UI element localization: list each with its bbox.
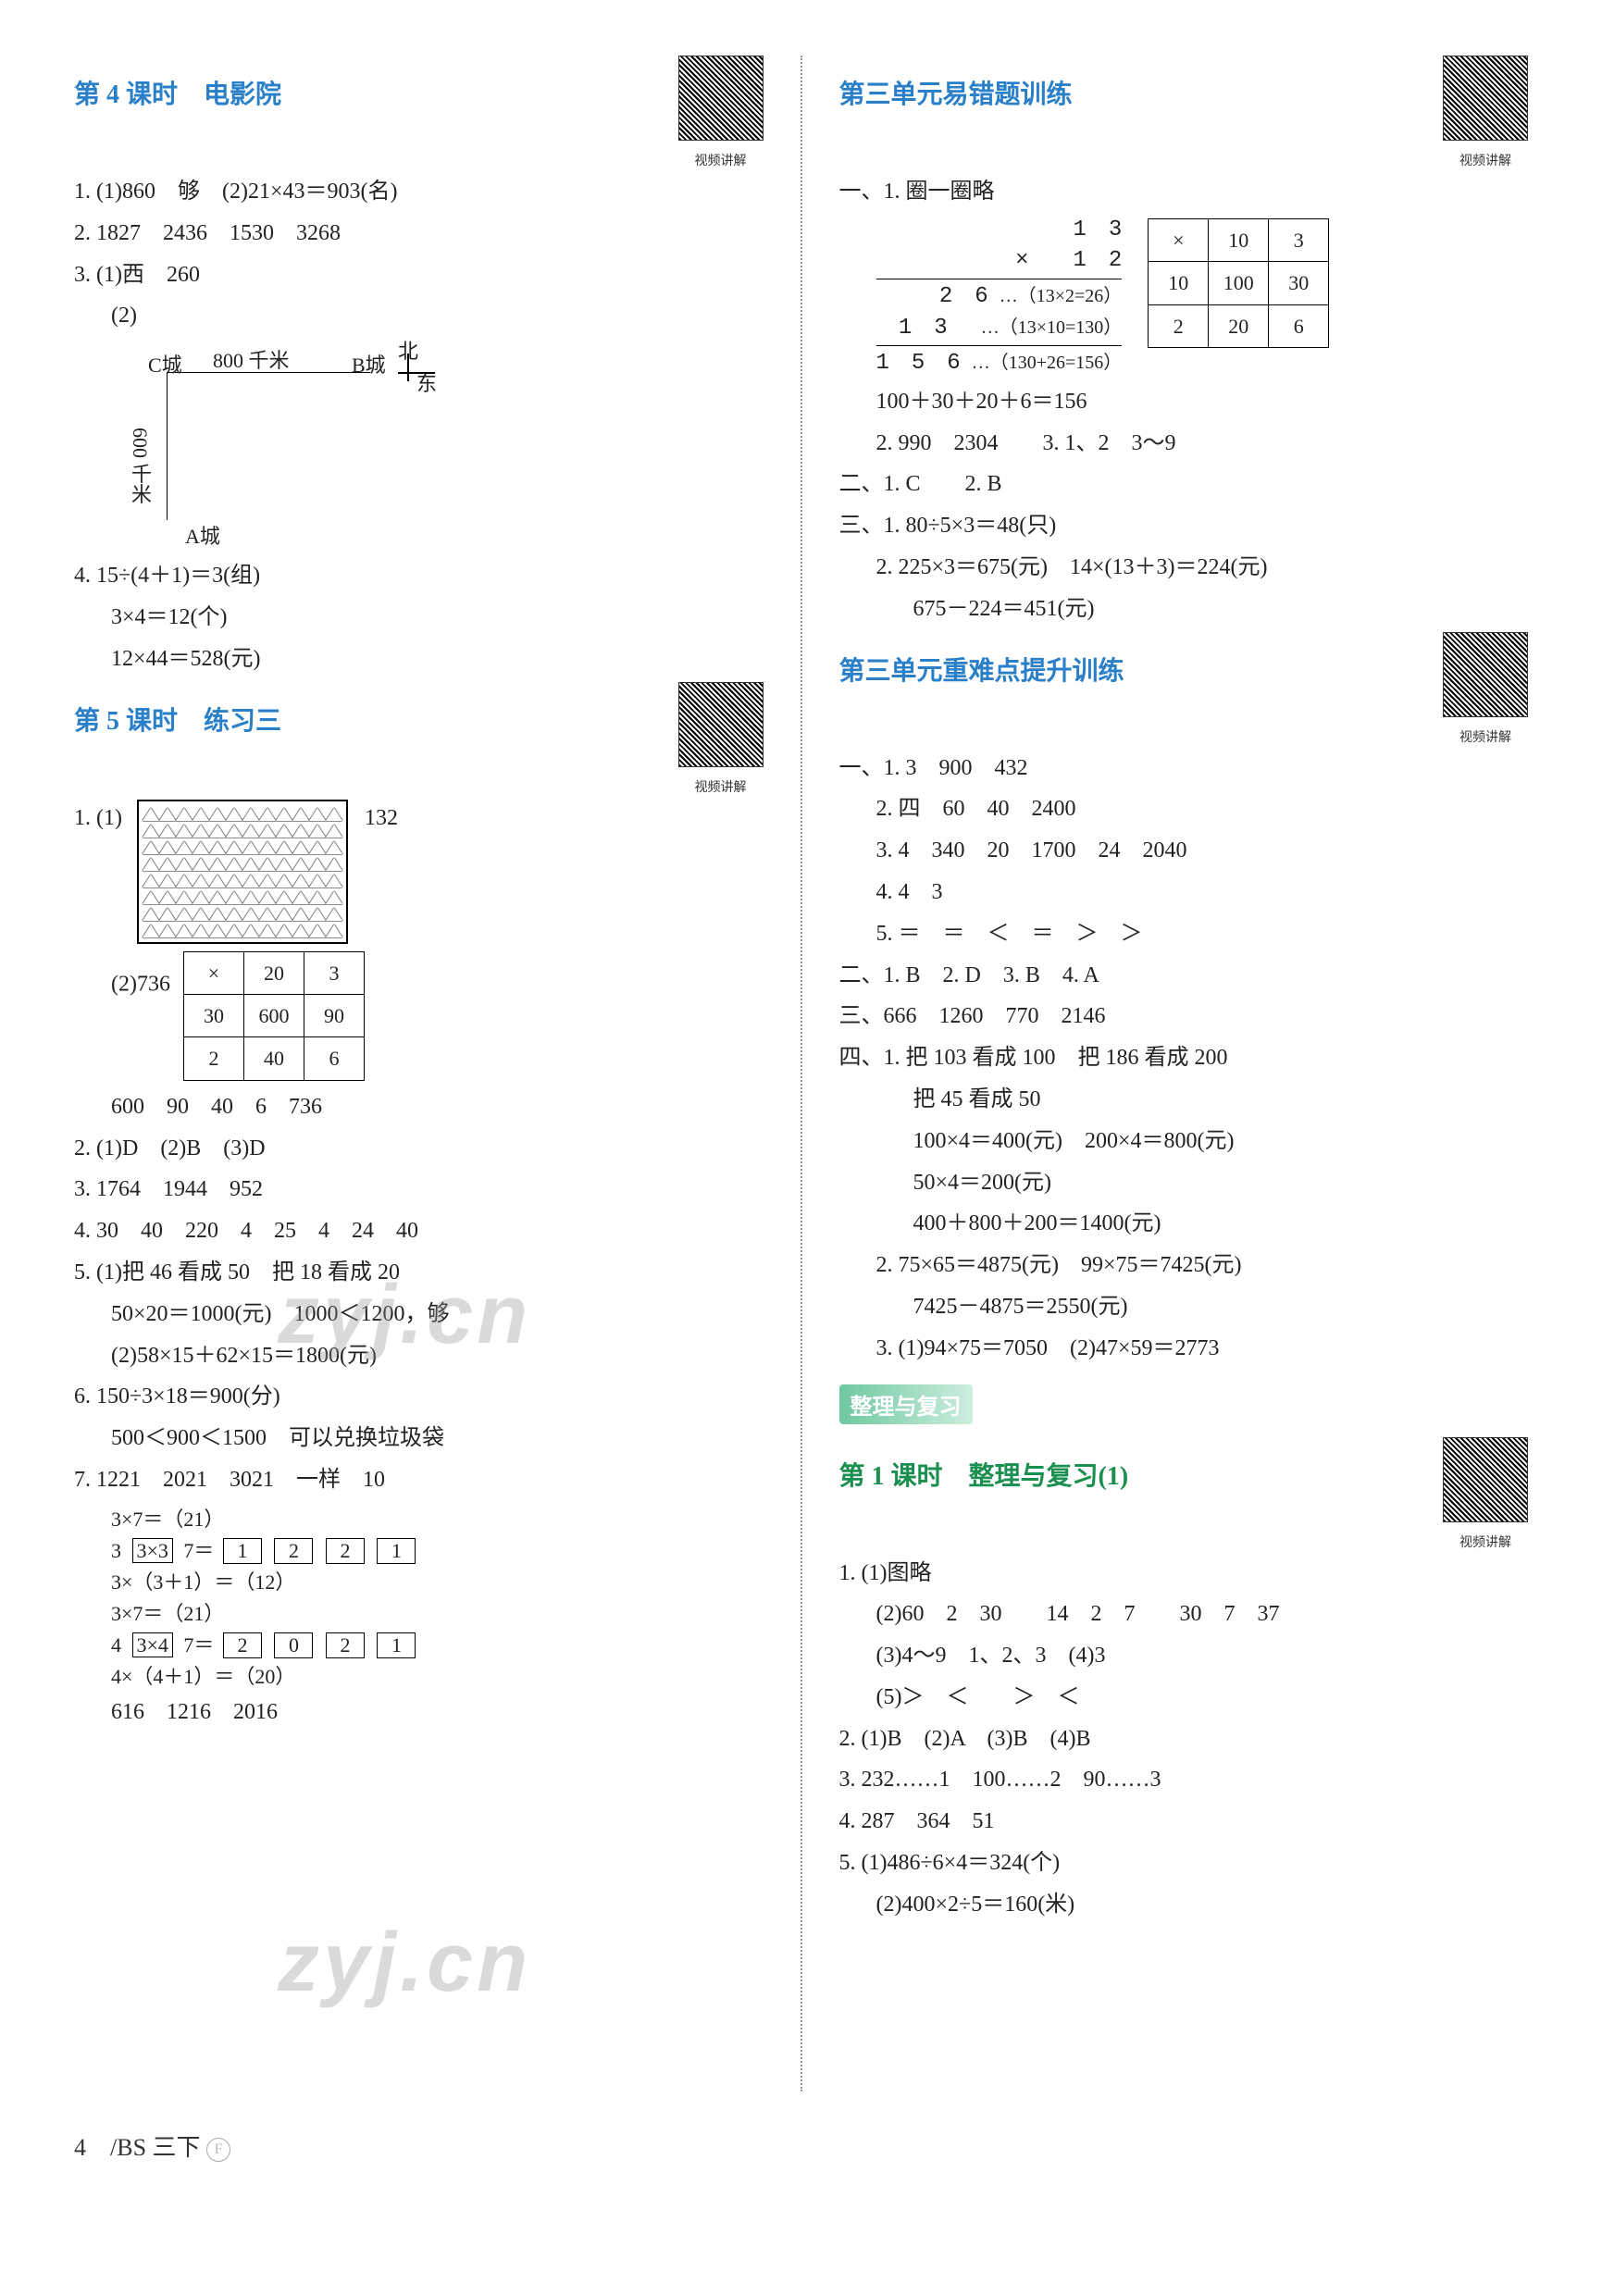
answer-line: 1. (1)860 够 (2)21×43＝903(名)	[74, 173, 764, 211]
section-title-lesson5: 第 5 课时 练习三	[74, 701, 281, 738]
vertical-calc: 1 3 × 1 2 2 6…（13×2=26） 1 3 …（13×10=130）…	[876, 215, 1123, 379]
answer-line: 一、1. 圈一圈略	[839, 173, 1529, 211]
answer-line: 100＋30＋20＋6＝156	[839, 383, 1529, 421]
answer-line: 4. 287 364 51	[839, 1803, 1529, 1841]
answer-line: 600 90 40 6 736	[74, 1088, 764, 1126]
qr-code-icon[interactable]	[1443, 632, 1528, 717]
triangle-array	[137, 800, 348, 944]
answer-line: 50×4＝200(元)	[839, 1164, 1529, 1202]
map-dist-v: 600 千米	[125, 428, 155, 504]
answer-line: 1. (1) 132	[74, 800, 764, 944]
answer-line: 一、1. 3 900 432	[839, 750, 1529, 788]
qr-code-icon[interactable]	[1443, 56, 1528, 141]
left-column: 第 4 课时 电影院 视频讲解 1. (1)860 够 (2)21×43＝903…	[74, 56, 764, 2091]
answer-line: 50×20＝1000(元) 1000＜1200，够	[74, 1296, 764, 1334]
tree-eq: 4 3×4 7＝ 2 0 2 1	[111, 1629, 764, 1658]
answer-line: 500＜900＜1500 可以兑换垃圾袋	[74, 1420, 764, 1458]
answer-line: (2)	[74, 297, 764, 335]
answer-line: 5. (1)把 46 看成 50 把 18 看成 20	[74, 1254, 764, 1292]
answer-line: 把 45 看成 50	[839, 1081, 1529, 1119]
answer-line: 四、1. 把 103 看成 100 把 186 看成 200	[839, 1039, 1529, 1077]
tree-diagram-1: 3×7＝（21） 3 3×3 7＝ 1 2 2 1 3×（3＋1）＝（12） 3…	[111, 1503, 764, 1690]
answer-line: 3. 4 340 20 1700 24 2040	[839, 832, 1529, 870]
answer-line: (3)4～9 1、2、3 (4)3	[839, 1637, 1529, 1675]
answer-line: 2. (1)D (2)B (3)D	[74, 1130, 764, 1168]
answer-line: 二、1. B 2. D 3. B 4. A	[839, 957, 1529, 995]
answer-line: 4. 30 40 220 4 25 4 24 40	[74, 1212, 764, 1250]
answer-line: 3×4＝12(个)	[74, 599, 764, 637]
label: (2)736	[111, 972, 170, 996]
answer-line: 3. 232……1 100……2 90……3	[839, 1761, 1529, 1799]
answer-line: 5. ＝ ＝ ＜ ＝ ＞ ＞	[839, 915, 1529, 953]
answer-line: 二、1. C 2. B	[839, 465, 1529, 503]
answer-line: 三、666 1260 770 2146	[839, 998, 1529, 1036]
compass-east: 东	[416, 367, 437, 397]
multiply-table: ×103 1010030 2206	[1148, 218, 1329, 348]
qr-label: 视频讲解	[678, 151, 764, 169]
column-divider	[801, 56, 802, 2091]
map-city-a: A城	[185, 520, 220, 550]
answer-line: 100×4＝400(元) 200×4＝800(元)	[839, 1123, 1529, 1160]
answer-line: 2. 990 2304 3. 1、2 3～9	[839, 425, 1529, 463]
label: 1. (1)	[74, 806, 122, 830]
answer-line: 4. 15÷(4＋1)＝3(组)	[74, 557, 764, 595]
answer-line: 2. 225×3＝675(元) 14×(13＋3)＝224(元)	[839, 549, 1529, 587]
qr-label: 视频讲解	[1443, 151, 1528, 169]
section-title-review1: 第 1 课时 整理与复习(1)	[839, 1456, 1129, 1493]
answer-line: (5)＞ ＜ ＞ ＜	[839, 1679, 1529, 1717]
answer-line: 400＋800＋200＝1400(元)	[839, 1205, 1529, 1243]
qr-code-icon[interactable]	[678, 56, 764, 141]
tree-eq: 3×7＝（21）	[111, 1503, 764, 1533]
tree-eq: 3×（3＋1）＝（12）	[111, 1566, 764, 1595]
answer-line: 2. (1)B (2)A (3)B (4)B	[839, 1720, 1529, 1758]
logo-icon: F	[206, 2138, 230, 2162]
section-title-unit3-mistakes: 第三单元易错题训练	[839, 74, 1073, 111]
answer-line: 2. 1827 2436 1530 3268	[74, 215, 764, 253]
answer-line: 2. 75×65＝4875(元) 99×75＝7425(元)	[839, 1247, 1529, 1285]
tree-eq: 4×（4＋1）＝（20）	[111, 1660, 764, 1690]
review-banner: 整理与复习	[839, 1384, 973, 1424]
tree-eq: 3×7＝（21）	[111, 1597, 764, 1627]
qr-code-icon[interactable]	[1443, 1437, 1528, 1522]
answer-line: 5. (1)486÷6×4＝324(个)	[839, 1844, 1529, 1882]
section-title-unit3-hard: 第三单元重难点提升训练	[839, 651, 1124, 688]
answer-line: 1. (1)图略	[839, 1555, 1529, 1593]
answer-line: 3. 1764 1944 952	[74, 1171, 764, 1209]
answer-line: 3. (1)94×75＝7050 (2)47×59＝2773	[839, 1330, 1529, 1368]
section-title-lesson4: 第 4 课时 电影院	[74, 74, 281, 111]
map-dist-h: 800 千米	[213, 344, 290, 374]
page-footer: 4 /BS 三下 F	[74, 2128, 1528, 2163]
map-diagram: 北 东 C城 B城 A城 800 千米 600 千米	[130, 344, 444, 548]
multiply-table: ×203 3060090 2406	[183, 951, 365, 1081]
answer-line: (2)60 2 30 14 2 7 30 7 37	[839, 1595, 1529, 1633]
answer-line: 7. 1221 2021 3021 一样 10	[74, 1461, 764, 1499]
answer-line: 12×44＝528(元)	[74, 640, 764, 678]
answer-line: 616 1216 2016	[74, 1694, 764, 1731]
answer-line: 675－224＝451(元)	[839, 590, 1529, 628]
qr-code-icon[interactable]	[678, 682, 764, 767]
answer-line: 3. (1)西 260	[74, 256, 764, 294]
qr-label: 视频讲解	[678, 777, 764, 796]
tree-eq: 3 3×3 7＝ 1 2 2 1	[111, 1534, 764, 1564]
answer-line: 7425－4875＝2550(元)	[839, 1288, 1529, 1326]
answer-line: 三、1. 80÷5×3＝48(只)	[839, 507, 1529, 545]
answer-line: (2)400×2÷5＝160(米)	[839, 1886, 1529, 1924]
map-city-b: B城	[352, 349, 386, 379]
qr-label: 视频讲解	[1443, 727, 1528, 746]
map-city-c: C城	[148, 349, 182, 379]
vertical-calc-row: 1 3 × 1 2 2 6…（13×2=26） 1 3 …（13×10=130）…	[839, 215, 1529, 379]
right-column: 第三单元易错题训练 视频讲解 一、1. 圈一圈略 1 3 × 1 2 2 6…（…	[839, 56, 1529, 2091]
answer-line: 2. 四 60 40 2400	[839, 790, 1529, 828]
answer-line: 4. 4 3	[839, 874, 1529, 912]
answer-line: 6. 150÷3×18＝900(分)	[74, 1378, 764, 1416]
label: 132	[365, 806, 398, 830]
qr-label: 视频讲解	[1443, 1533, 1528, 1551]
answer-line: (2)736 ×203 3060090 2406	[74, 948, 764, 1085]
answer-line: (2)58×15＋62×15＝1800(元)	[74, 1337, 764, 1375]
